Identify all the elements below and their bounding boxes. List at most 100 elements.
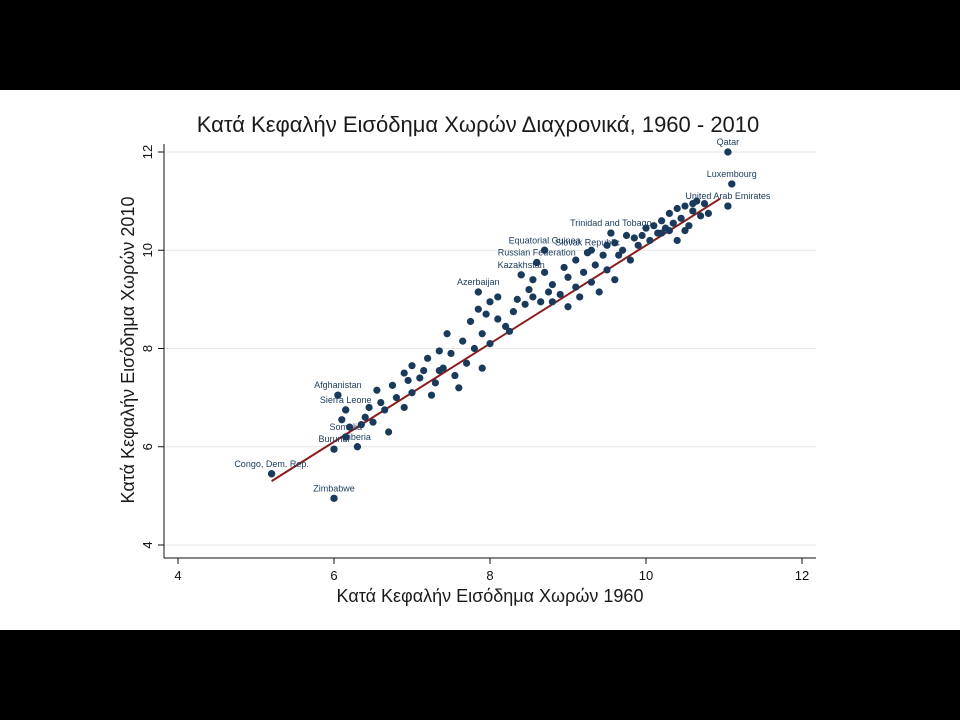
point-label: Sierra Leone	[320, 395, 372, 405]
data-point	[697, 212, 705, 220]
data-point	[365, 403, 373, 412]
data-point	[630, 234, 638, 242]
data-point	[548, 298, 557, 306]
data-point	[556, 290, 564, 299]
x-tick-label-4: 4	[174, 568, 181, 583]
x-tick-label-12: 12	[795, 568, 809, 583]
data-point	[408, 389, 416, 397]
point-label: Luxembourg	[707, 169, 757, 179]
data-point	[494, 293, 502, 301]
data-point	[673, 204, 681, 213]
data-point-labeled	[541, 246, 549, 254]
point-label: Qatar	[717, 137, 740, 147]
data-point	[529, 293, 537, 301]
y-tick-label-4: 4	[140, 541, 155, 548]
point-label: Congo, Dem. Rep.	[234, 459, 309, 469]
data-point	[673, 236, 681, 245]
point-label: Afghanistan	[314, 380, 362, 390]
data-point	[486, 298, 494, 306]
data-point	[369, 418, 377, 426]
point-label: United Arab Emirates	[685, 191, 771, 201]
point-label: Zimbabwe	[313, 483, 355, 493]
data-point	[700, 199, 709, 208]
x-tick-label-6: 6	[330, 568, 337, 583]
data-point	[677, 214, 685, 222]
data-point	[548, 281, 557, 289]
data-point	[619, 246, 627, 254]
data-point-labeled	[353, 443, 361, 451]
data-point	[572, 256, 580, 264]
data-point	[400, 369, 408, 377]
data-point	[404, 376, 412, 385]
data-point	[669, 219, 677, 227]
data-point	[658, 217, 666, 225]
data-point	[451, 371, 459, 380]
data-point	[427, 391, 436, 399]
data-point	[665, 209, 674, 218]
data-point	[338, 416, 346, 424]
axes: 4 6 8 10 12 4 6 8 10 12	[140, 144, 816, 583]
data-point	[381, 406, 389, 414]
x-tick-label-8: 8	[486, 568, 493, 583]
data-point	[459, 337, 467, 345]
point-label: Somalia	[329, 422, 362, 432]
data-point	[638, 231, 646, 240]
data-point	[470, 344, 478, 353]
data-point	[361, 413, 369, 421]
data-point	[544, 288, 553, 296]
data-point	[385, 428, 393, 436]
data-point	[455, 384, 463, 392]
data-point	[541, 268, 549, 276]
point-label: Russian Federation	[498, 248, 576, 258]
point-label: Kazakhstan	[498, 260, 545, 270]
data-point	[447, 349, 455, 358]
data-point	[377, 398, 385, 407]
data-point	[658, 229, 666, 237]
data-point-labeled	[607, 229, 615, 237]
point-labels: Qatar Luxembourg United Arab Emirates Trini…	[234, 137, 771, 493]
data-point	[681, 202, 689, 210]
data-point	[392, 394, 400, 402]
data-point-labeled	[724, 202, 732, 210]
data-point	[537, 298, 545, 306]
data-point	[502, 322, 510, 330]
data-point	[525, 285, 533, 294]
data-point	[420, 367, 428, 375]
x-tick-label-10: 10	[639, 568, 653, 583]
data-point	[642, 224, 650, 232]
point-label: Burundi	[318, 434, 349, 444]
data-point	[486, 339, 494, 348]
data-point	[435, 367, 443, 375]
data-point	[482, 310, 490, 318]
data-point-labeled	[342, 406, 350, 414]
x-axis-label: Κατά Κεφαλήν Εισόδημα Χωρών 1960	[337, 586, 644, 606]
point-label: Azerbaijan	[457, 277, 500, 287]
data-point-labeled	[474, 288, 482, 296]
data-point	[704, 209, 713, 218]
data-point-labeled	[342, 433, 350, 441]
data-point	[689, 207, 697, 215]
data-point	[435, 347, 443, 355]
data-point-labeled	[330, 494, 338, 502]
data-point-labeled	[330, 445, 338, 453]
chart-slide: Κατά Κεφαλήν Εισόδημα Χωρών Διαχρονικά, …	[0, 90, 960, 630]
data-point	[587, 278, 596, 286]
data-point	[521, 300, 529, 308]
data-point	[509, 308, 517, 316]
data-points	[268, 148, 736, 502]
data-point	[626, 256, 635, 264]
data-point	[603, 266, 611, 274]
y-tick-label-6: 6	[140, 443, 155, 450]
data-point	[505, 327, 514, 335]
data-point-labeled	[334, 391, 342, 399]
data-point-labeled	[583, 249, 592, 257]
data-point	[466, 317, 475, 326]
data-point	[580, 268, 588, 276]
data-point	[681, 227, 689, 235]
data-point	[424, 354, 432, 362]
data-point	[478, 364, 486, 372]
data-point	[665, 227, 674, 235]
data-point	[622, 231, 631, 240]
data-point	[615, 251, 623, 259]
data-point	[400, 403, 408, 412]
